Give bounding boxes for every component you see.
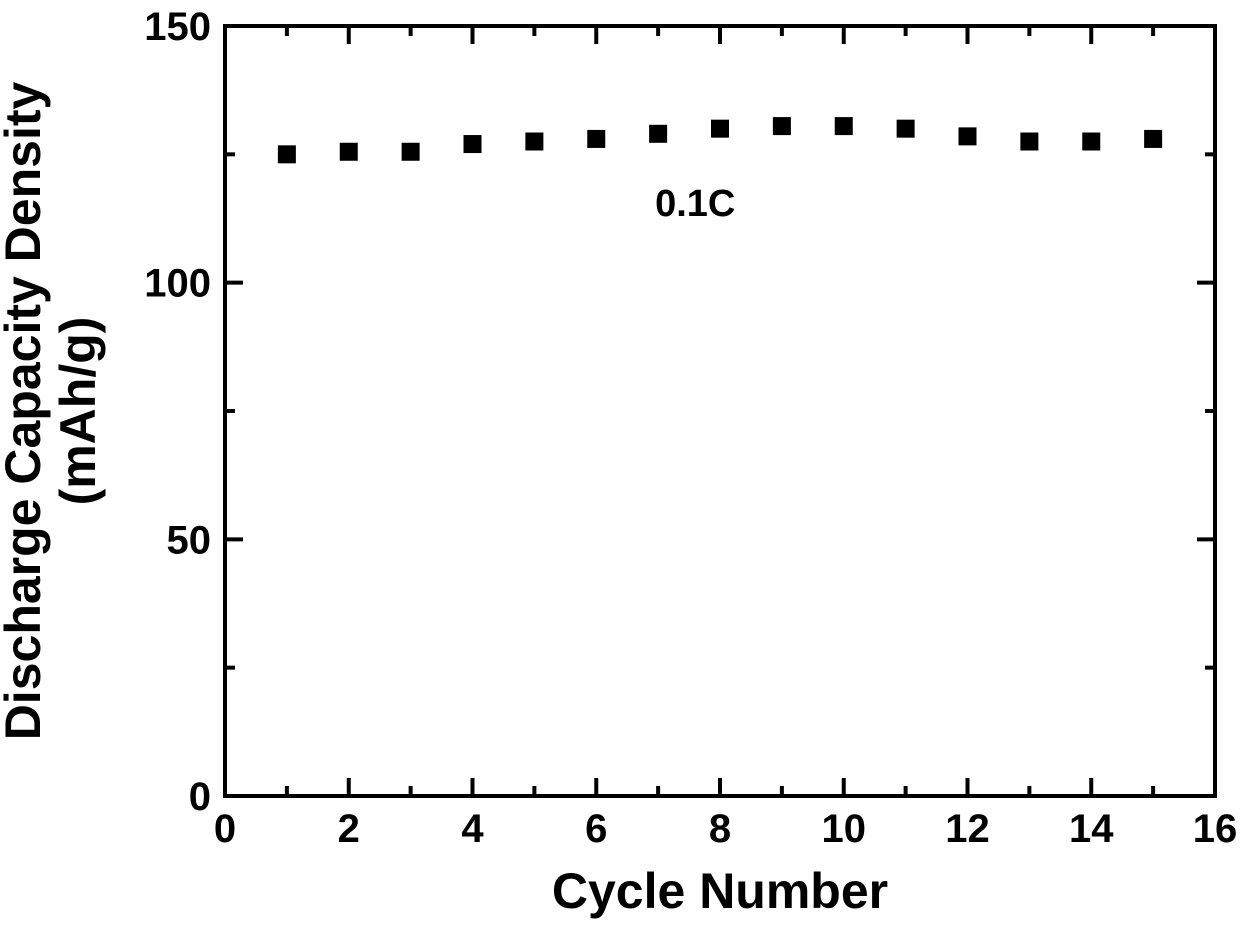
svg-text:8: 8: [709, 807, 731, 851]
data-point: [1144, 130, 1162, 148]
svg-text:100: 100: [144, 262, 211, 306]
chart-container: 0246810121416050100150Cycle NumberDischa…: [0, 0, 1240, 946]
data-point: [773, 117, 791, 135]
data-point: [525, 133, 543, 151]
svg-text:16: 16: [1193, 807, 1238, 851]
svg-text:0: 0: [189, 775, 211, 819]
svg-text:50: 50: [167, 518, 212, 562]
data-point: [464, 135, 482, 153]
data-point: [402, 143, 420, 161]
svg-text:2: 2: [338, 807, 360, 851]
svg-text:14: 14: [1069, 807, 1114, 851]
data-point: [278, 145, 296, 163]
data-point: [835, 117, 853, 135]
svg-text:150: 150: [144, 5, 211, 49]
data-point: [959, 127, 977, 145]
data-point: [897, 120, 915, 138]
data-point: [1020, 133, 1038, 151]
svg-text:6: 6: [585, 807, 607, 851]
svg-text:10: 10: [822, 807, 867, 851]
data-point: [711, 120, 729, 138]
data-point: [1082, 133, 1100, 151]
x-axis-label: Cycle Number: [552, 863, 888, 919]
data-point: [340, 143, 358, 161]
svg-text:0: 0: [214, 807, 236, 851]
svg-text:12: 12: [945, 807, 990, 851]
data-point: [649, 125, 667, 143]
series-label: 0.1C: [655, 183, 735, 225]
svg-text:4: 4: [461, 807, 484, 851]
scatter-chart: 0246810121416050100150Cycle NumberDischa…: [0, 0, 1240, 946]
data-point: [587, 130, 605, 148]
